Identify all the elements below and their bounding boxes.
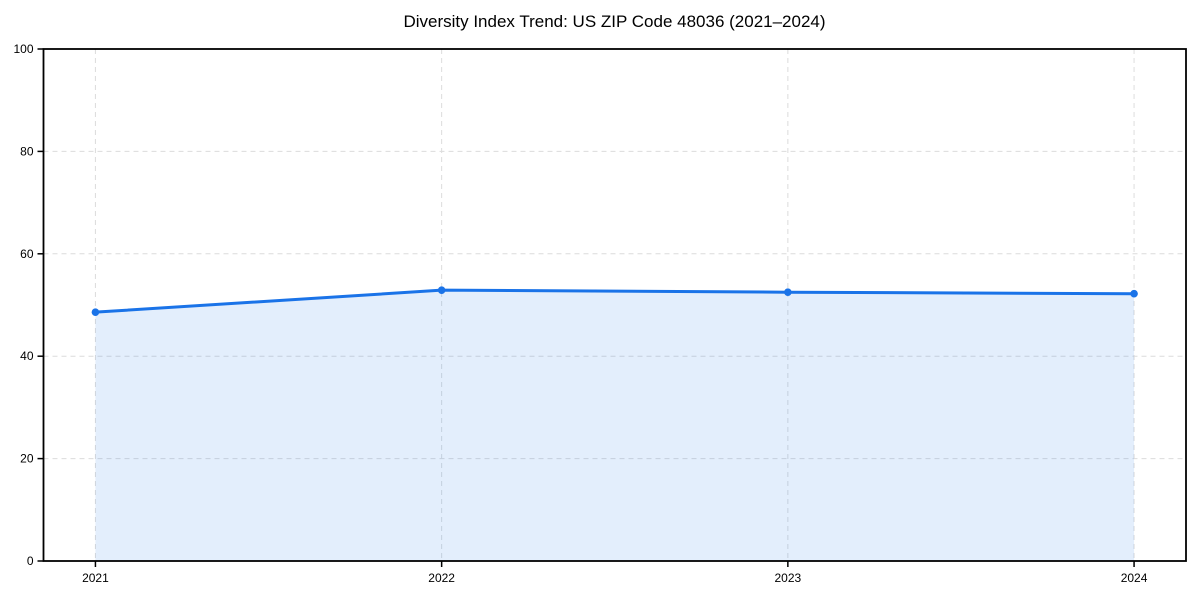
data-point-2024 (1130, 289, 1138, 298)
plot-border (42, 48, 1187, 562)
y-axis-tick-label: 40 (20, 349, 34, 363)
data-point-2021 (91, 308, 100, 316)
y-axis-tick-label: 20 (20, 452, 34, 466)
y-axis-tick-label: 100 (13, 42, 33, 56)
trend-line (93, 288, 1136, 314)
area-fill (95, 290, 1135, 561)
data-point-2022 (437, 286, 446, 294)
chart-title: Diversity Index Trend: US ZIP Code 48036… (403, 12, 826, 31)
x-axis-tick-label: 2024 (1121, 571, 1148, 585)
y-axis-tick-label: 0 (27, 554, 34, 568)
x-axis-tick-label: 2023 (775, 571, 802, 585)
y-axis-tick-label: 60 (20, 247, 34, 261)
data-point-2023 (784, 288, 792, 297)
x-axis-tick-label: 2021 (82, 571, 109, 585)
y-axis-tick-label: 80 (20, 144, 34, 158)
x-axis-tick-label: 2022 (428, 571, 455, 585)
